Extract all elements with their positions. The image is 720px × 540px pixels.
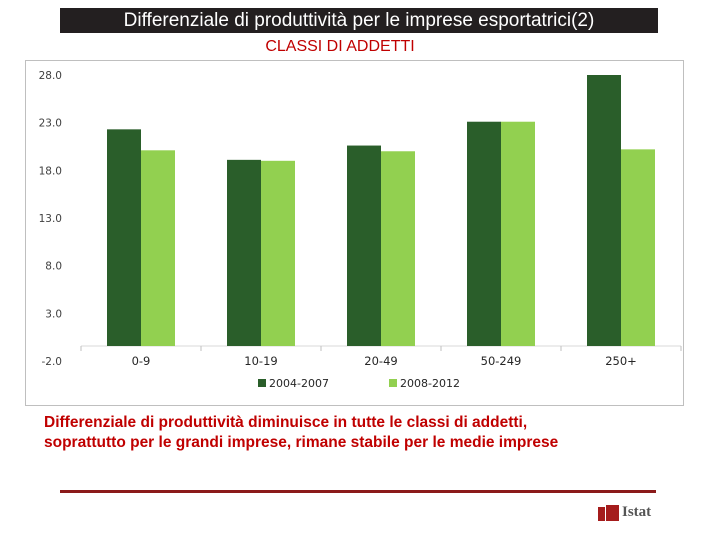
x-tick-label: 10-19	[244, 354, 277, 368]
bar-chart: 28.0 23.0 18.0 13.0 8.0 3.0 -2.0 0-9 10-19 20-49 5…	[39, 70, 682, 390]
y-tick-label: 23.0	[39, 118, 62, 130]
legend-swatch	[258, 379, 266, 387]
legend-label: 2004-2007	[269, 377, 329, 390]
y-tick-label: -2.0	[42, 356, 63, 368]
bar-2004-2007-50-249	[467, 121, 501, 346]
bar-2008-2012-0-9	[141, 150, 175, 346]
y-tick-label: 18.0	[39, 165, 62, 177]
x-tick-label: 0-9	[132, 354, 151, 368]
bar-2008-2012-50-249	[501, 121, 535, 346]
footer-divider	[60, 490, 656, 493]
x-tick-label: 20-49	[364, 354, 397, 368]
bar-2004-2007-20-49	[347, 145, 381, 346]
x-tick-label: 250+	[605, 354, 637, 368]
comment-line-1: Differenziale di produttività diminuisce…	[44, 414, 528, 431]
logo-wordmark: Istat	[622, 504, 652, 520]
y-tick-label: 8.0	[45, 261, 62, 273]
bar-2008-2012-10-19	[261, 160, 295, 346]
bar-2004-2007-250+	[587, 75, 621, 346]
bar-2008-2012-20-49	[381, 151, 415, 346]
comment-line-2: soprattutto per le grandi imprese, riman…	[44, 434, 559, 451]
chart-comment: Differenziale di produttività diminuisce…	[44, 413, 684, 453]
chart-container: 28.0 23.0 18.0 13.0 8.0 3.0 -2.0 0-9 10-19 20-49 5…	[25, 60, 684, 406]
bar-2004-2007-10-19	[227, 159, 261, 346]
istat-logo: Istat	[598, 503, 658, 523]
legend-label: 2008-2012	[400, 377, 460, 390]
chart-subtitle: CLASSI DI ADDETTI	[265, 38, 415, 55]
y-tick-label: 3.0	[45, 308, 62, 320]
slide-title: Differenziale di produttività per le imp…	[60, 8, 658, 33]
logo-mark-icon	[598, 507, 605, 521]
y-tick-label: 13.0	[39, 213, 62, 225]
x-tick-label: 50-249	[481, 354, 522, 368]
logo-mark-icon	[606, 505, 619, 521]
legend-swatch	[389, 379, 397, 387]
y-tick-label: 28.0	[39, 70, 62, 82]
bar-2008-2012-250+	[621, 149, 655, 346]
bar-2004-2007-0-9	[107, 129, 141, 346]
